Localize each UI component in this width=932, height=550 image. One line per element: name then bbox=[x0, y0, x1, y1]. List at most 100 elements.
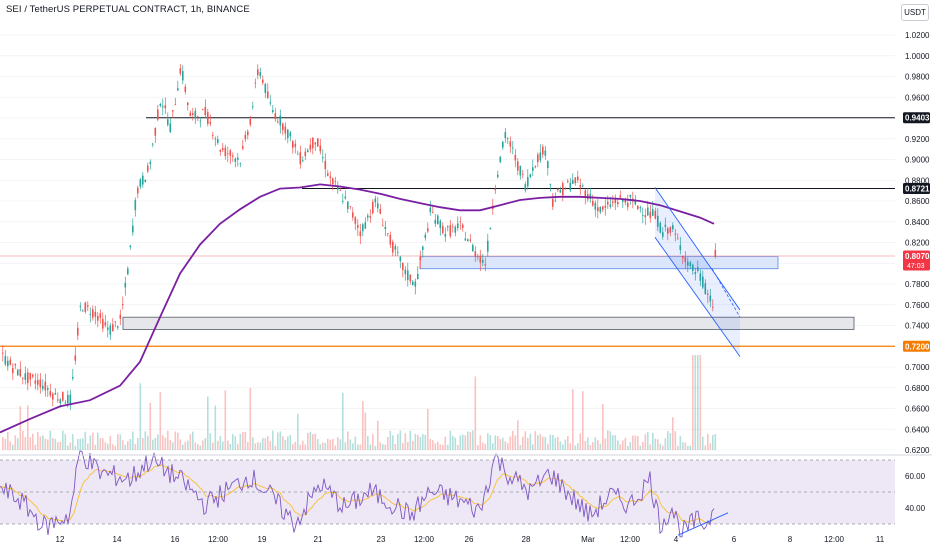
price-tick-label: 0.8400 bbox=[905, 218, 930, 227]
volume-bar bbox=[372, 434, 374, 450]
candle bbox=[519, 165, 522, 180]
candle-body bbox=[637, 205, 639, 210]
volume-bar bbox=[37, 431, 39, 450]
candle-body bbox=[339, 190, 342, 191]
volume-bar bbox=[194, 442, 197, 450]
volume-bar bbox=[192, 431, 194, 450]
candle-body bbox=[89, 313, 92, 315]
volume-bar bbox=[112, 444, 114, 450]
price-tick-label: 0.6600 bbox=[905, 405, 930, 414]
time-tick-label: 28 bbox=[522, 535, 531, 544]
time-tick-label: 6 bbox=[732, 535, 737, 544]
candle bbox=[532, 159, 534, 177]
volume-bar bbox=[67, 445, 69, 450]
candle-body bbox=[59, 399, 62, 404]
candle bbox=[204, 99, 207, 119]
candle-body bbox=[37, 379, 39, 385]
candle bbox=[332, 177, 334, 191]
candle bbox=[9, 356, 12, 366]
candle-body bbox=[222, 148, 224, 151]
candle-body bbox=[447, 226, 449, 228]
candle-body bbox=[497, 174, 499, 177]
candle bbox=[442, 222, 444, 235]
volume-bar bbox=[24, 437, 27, 450]
candle bbox=[252, 101, 254, 110]
volume-bar bbox=[522, 436, 524, 450]
volume-bar bbox=[294, 441, 297, 450]
candle-body bbox=[619, 195, 622, 198]
candle-body bbox=[132, 225, 134, 233]
volume-bar bbox=[224, 390, 227, 450]
candle bbox=[467, 238, 469, 242]
candle bbox=[19, 361, 22, 378]
candle-body bbox=[264, 83, 267, 93]
candle-body bbox=[407, 270, 409, 280]
candle-body bbox=[44, 381, 47, 391]
volume-bar bbox=[629, 442, 632, 450]
candle-body bbox=[274, 113, 277, 119]
currency-unit-badge[interactable]: USDT bbox=[901, 4, 929, 21]
candle-body bbox=[567, 181, 569, 183]
support-zone-gray[interactable] bbox=[122, 316, 855, 330]
candle bbox=[657, 208, 659, 232]
candle bbox=[134, 197, 137, 217]
candle bbox=[389, 231, 392, 249]
candle-body bbox=[434, 219, 437, 224]
candle-body bbox=[419, 256, 422, 261]
volume-bar bbox=[619, 444, 622, 450]
volume-bar bbox=[89, 435, 92, 450]
candle-body bbox=[299, 152, 302, 165]
candle-body bbox=[64, 402, 67, 404]
candle bbox=[562, 181, 564, 202]
candle bbox=[302, 156, 304, 163]
rsi-divergence-line[interactable] bbox=[677, 512, 729, 536]
candle bbox=[77, 321, 79, 341]
candle-body bbox=[649, 211, 652, 218]
time-tick-label: 26 bbox=[465, 535, 474, 544]
candle-body bbox=[519, 165, 522, 176]
volume-bar bbox=[157, 434, 159, 450]
channel-mid-line[interactable] bbox=[711, 268, 741, 318]
candle-body bbox=[599, 206, 602, 213]
candle-body bbox=[517, 161, 519, 171]
volume-bar bbox=[694, 355, 697, 450]
candle bbox=[552, 192, 554, 211]
volume-bar bbox=[652, 432, 654, 450]
candle bbox=[434, 214, 437, 227]
candle bbox=[627, 194, 629, 211]
volume-bar bbox=[269, 441, 272, 450]
candle-body bbox=[472, 245, 474, 252]
candle bbox=[209, 114, 212, 127]
candle bbox=[74, 347, 77, 365]
support-zone-blue[interactable] bbox=[419, 256, 779, 270]
volume-bar bbox=[184, 441, 187, 450]
channel-upper-line[interactable] bbox=[654, 187, 741, 311]
candle-body bbox=[487, 240, 489, 252]
candle bbox=[317, 138, 319, 147]
channel-lower-line[interactable] bbox=[654, 237, 741, 357]
candle bbox=[27, 368, 29, 391]
time-tick-label: 16 bbox=[171, 535, 180, 544]
price-tick-label: 0.9200 bbox=[905, 135, 930, 144]
candle-body bbox=[659, 222, 662, 233]
volume-bar bbox=[104, 442, 107, 450]
candle bbox=[644, 208, 647, 225]
volume-bar bbox=[17, 438, 19, 450]
candle bbox=[709, 288, 712, 308]
candle-body bbox=[262, 79, 264, 83]
candle bbox=[112, 318, 114, 332]
candle-body bbox=[192, 113, 194, 115]
candle-body bbox=[489, 228, 492, 230]
candle bbox=[599, 206, 602, 215]
candle-body bbox=[574, 177, 577, 184]
volume-bar bbox=[144, 431, 147, 450]
candle bbox=[397, 246, 399, 257]
volume-bar bbox=[69, 442, 72, 450]
volume-bar bbox=[344, 442, 347, 450]
volume-bar bbox=[127, 441, 129, 450]
candle bbox=[79, 302, 82, 312]
candle-body bbox=[257, 69, 259, 76]
volume-bar bbox=[714, 434, 717, 450]
volume-bar bbox=[142, 438, 144, 450]
